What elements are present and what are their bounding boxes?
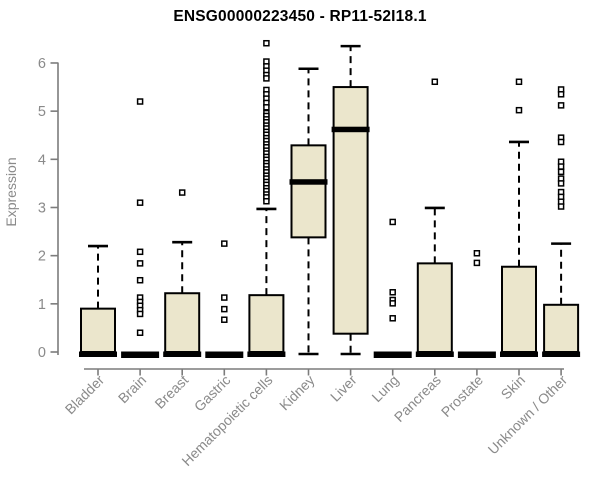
outlier-point-lung: [389, 300, 396, 307]
y-tick-label: 1: [38, 297, 46, 313]
median-line-gastric: [205, 351, 244, 358]
x-tick-label-bladder: Bladder: [62, 372, 108, 418]
box-kidney: [290, 144, 327, 239]
outlier-point-hematopoietic-cells: [263, 75, 270, 82]
y-tick-label: 6: [38, 56, 46, 72]
outlier-point-hematopoietic-cells: [263, 104, 270, 111]
outlier-point-unknown-other: [557, 203, 565, 210]
x-tick-label-unknown-other: Unknown / Other: [485, 372, 571, 458]
outlier-point-brain: [136, 199, 144, 206]
x-tick-label-skin: Skin: [498, 372, 529, 403]
outlier-point-brain: [136, 98, 144, 105]
outlier-point-lung: [389, 289, 396, 296]
outlier-point-lung: [389, 315, 396, 322]
outlier-point-hematopoietic-cells: [263, 197, 270, 205]
outlier-point-gastric: [221, 294, 228, 301]
median-line-lung: [373, 351, 412, 358]
y-tick-label: 3: [38, 200, 46, 216]
outlier-point-skin: [515, 106, 523, 114]
x-tick-label-breast: Breast: [151, 372, 191, 412]
median-line-pancreas: [415, 351, 454, 357]
outlier-point-pancreas: [431, 78, 439, 86]
box-breast: [164, 292, 201, 354]
outlier-point-brain: [136, 248, 144, 256]
median-line-hematopoietic-cells: [247, 351, 286, 357]
y-tick-label: 0: [38, 345, 46, 361]
median-line-liver: [331, 126, 370, 133]
y-tick-label: 2: [38, 249, 46, 265]
outlier-point-brain: [136, 276, 144, 284]
chart-title: ENSG00000223450 - RP11-52I18.1: [173, 8, 427, 25]
outlier-point-gastric: [221, 240, 228, 247]
outlier-point-unknown-other: [557, 138, 565, 146]
outlier-point-unknown-other: [557, 163, 565, 170]
outlier-point-brain: [136, 260, 144, 267]
outlier-point-gastric: [221, 305, 228, 313]
box-liver: [332, 86, 369, 335]
median-line-prostate: [457, 351, 496, 358]
y-tick-label: 4: [38, 152, 46, 168]
box-hematopoietic-cells: [248, 294, 285, 353]
outlier-point-prostate: [473, 259, 481, 267]
outlier-point-hematopoietic-cells: [263, 39, 270, 47]
outlier-point-unknown-other: [557, 180, 565, 187]
outlier-point-lung: [389, 218, 396, 226]
x-tick-label-kidney: Kidney: [276, 372, 318, 414]
x-tick-label-brain: Brain: [115, 372, 149, 406]
box-unknown-other: [543, 303, 580, 353]
outlier-point-gastric: [221, 316, 228, 323]
median-line-brain: [121, 351, 160, 358]
box-pancreas: [416, 262, 453, 353]
x-tick-label-pancreas: Pancreas: [391, 372, 444, 425]
median-line-bladder: [79, 351, 117, 357]
x-tick-label-prostate: Prostate: [438, 372, 486, 420]
outlier-point-skin: [515, 78, 523, 86]
outlier-point-unknown-other: [557, 168, 565, 176]
x-tick-label-liver: Liver: [327, 372, 360, 405]
median-line-kidney: [289, 179, 328, 185]
outlier-point-prostate: [473, 250, 481, 257]
y-axis-label: Expression: [3, 157, 19, 226]
outlier-point-brain: [136, 310, 144, 318]
median-line-breast: [163, 351, 202, 357]
x-tick-label-lung: Lung: [368, 372, 401, 405]
outlier-point-unknown-other: [557, 102, 565, 109]
median-line-unknown-other: [542, 351, 581, 357]
box-skin: [501, 265, 537, 354]
outlier-point-unknown-other: [557, 91, 565, 98]
median-line-skin: [500, 351, 538, 357]
box-bladder: [80, 307, 116, 354]
outlier-point-brain: [136, 329, 144, 336]
y-tick-label: 5: [38, 104, 46, 120]
outlier-point-breast: [178, 189, 186, 196]
